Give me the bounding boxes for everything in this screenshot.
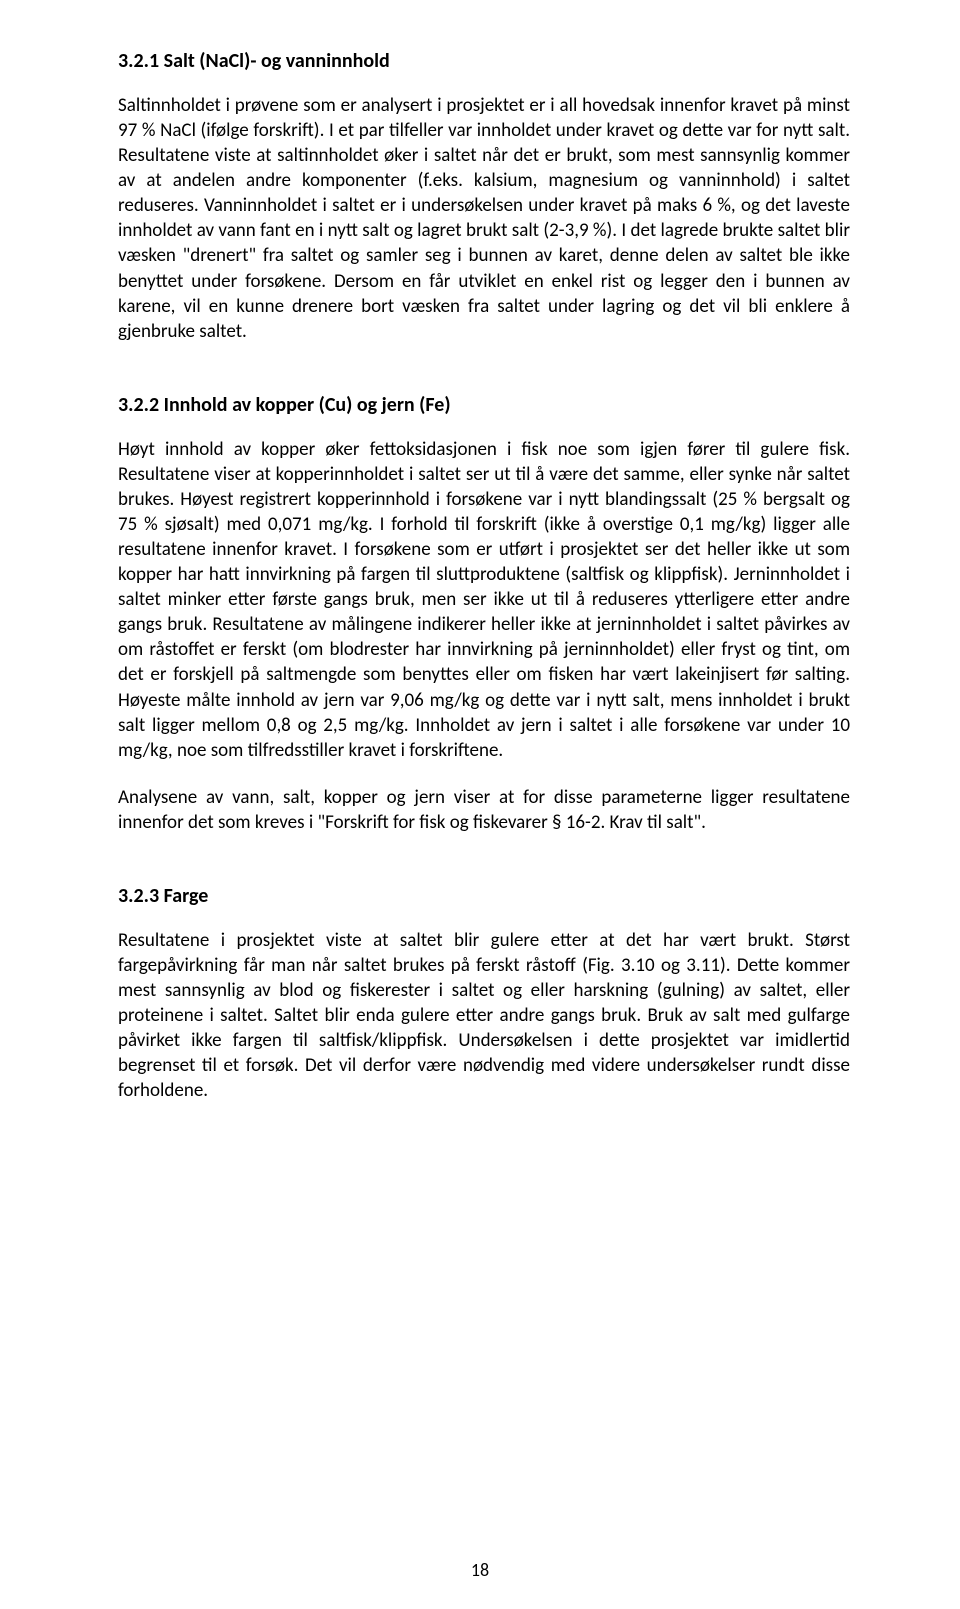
section-3-paragraph-1: Resultatene i prosjektet viste at saltet… xyxy=(118,928,850,1104)
section-1-paragraph-1: Saltinnholdet i prøvene som er analysert… xyxy=(118,93,850,344)
section-heading-1: 3.2.1 Salt (NaCl)- og vanninnhold xyxy=(118,48,850,74)
section-2-paragraph-1: Høyt innhold av kopper øker fettoksidasj… xyxy=(118,437,850,763)
section-heading-2: 3.2.2 Innhold av kopper (Cu) og jern (Fe… xyxy=(118,392,850,418)
section-heading-3: 3.2.3 Farge xyxy=(118,883,850,909)
page-number: 18 xyxy=(0,1559,960,1581)
section-2-paragraph-2: Analysene av vann, salt, kopper og jern … xyxy=(118,785,850,835)
document-page: 3.2.1 Salt (NaCl)- og vanninnhold Saltin… xyxy=(0,0,960,1609)
